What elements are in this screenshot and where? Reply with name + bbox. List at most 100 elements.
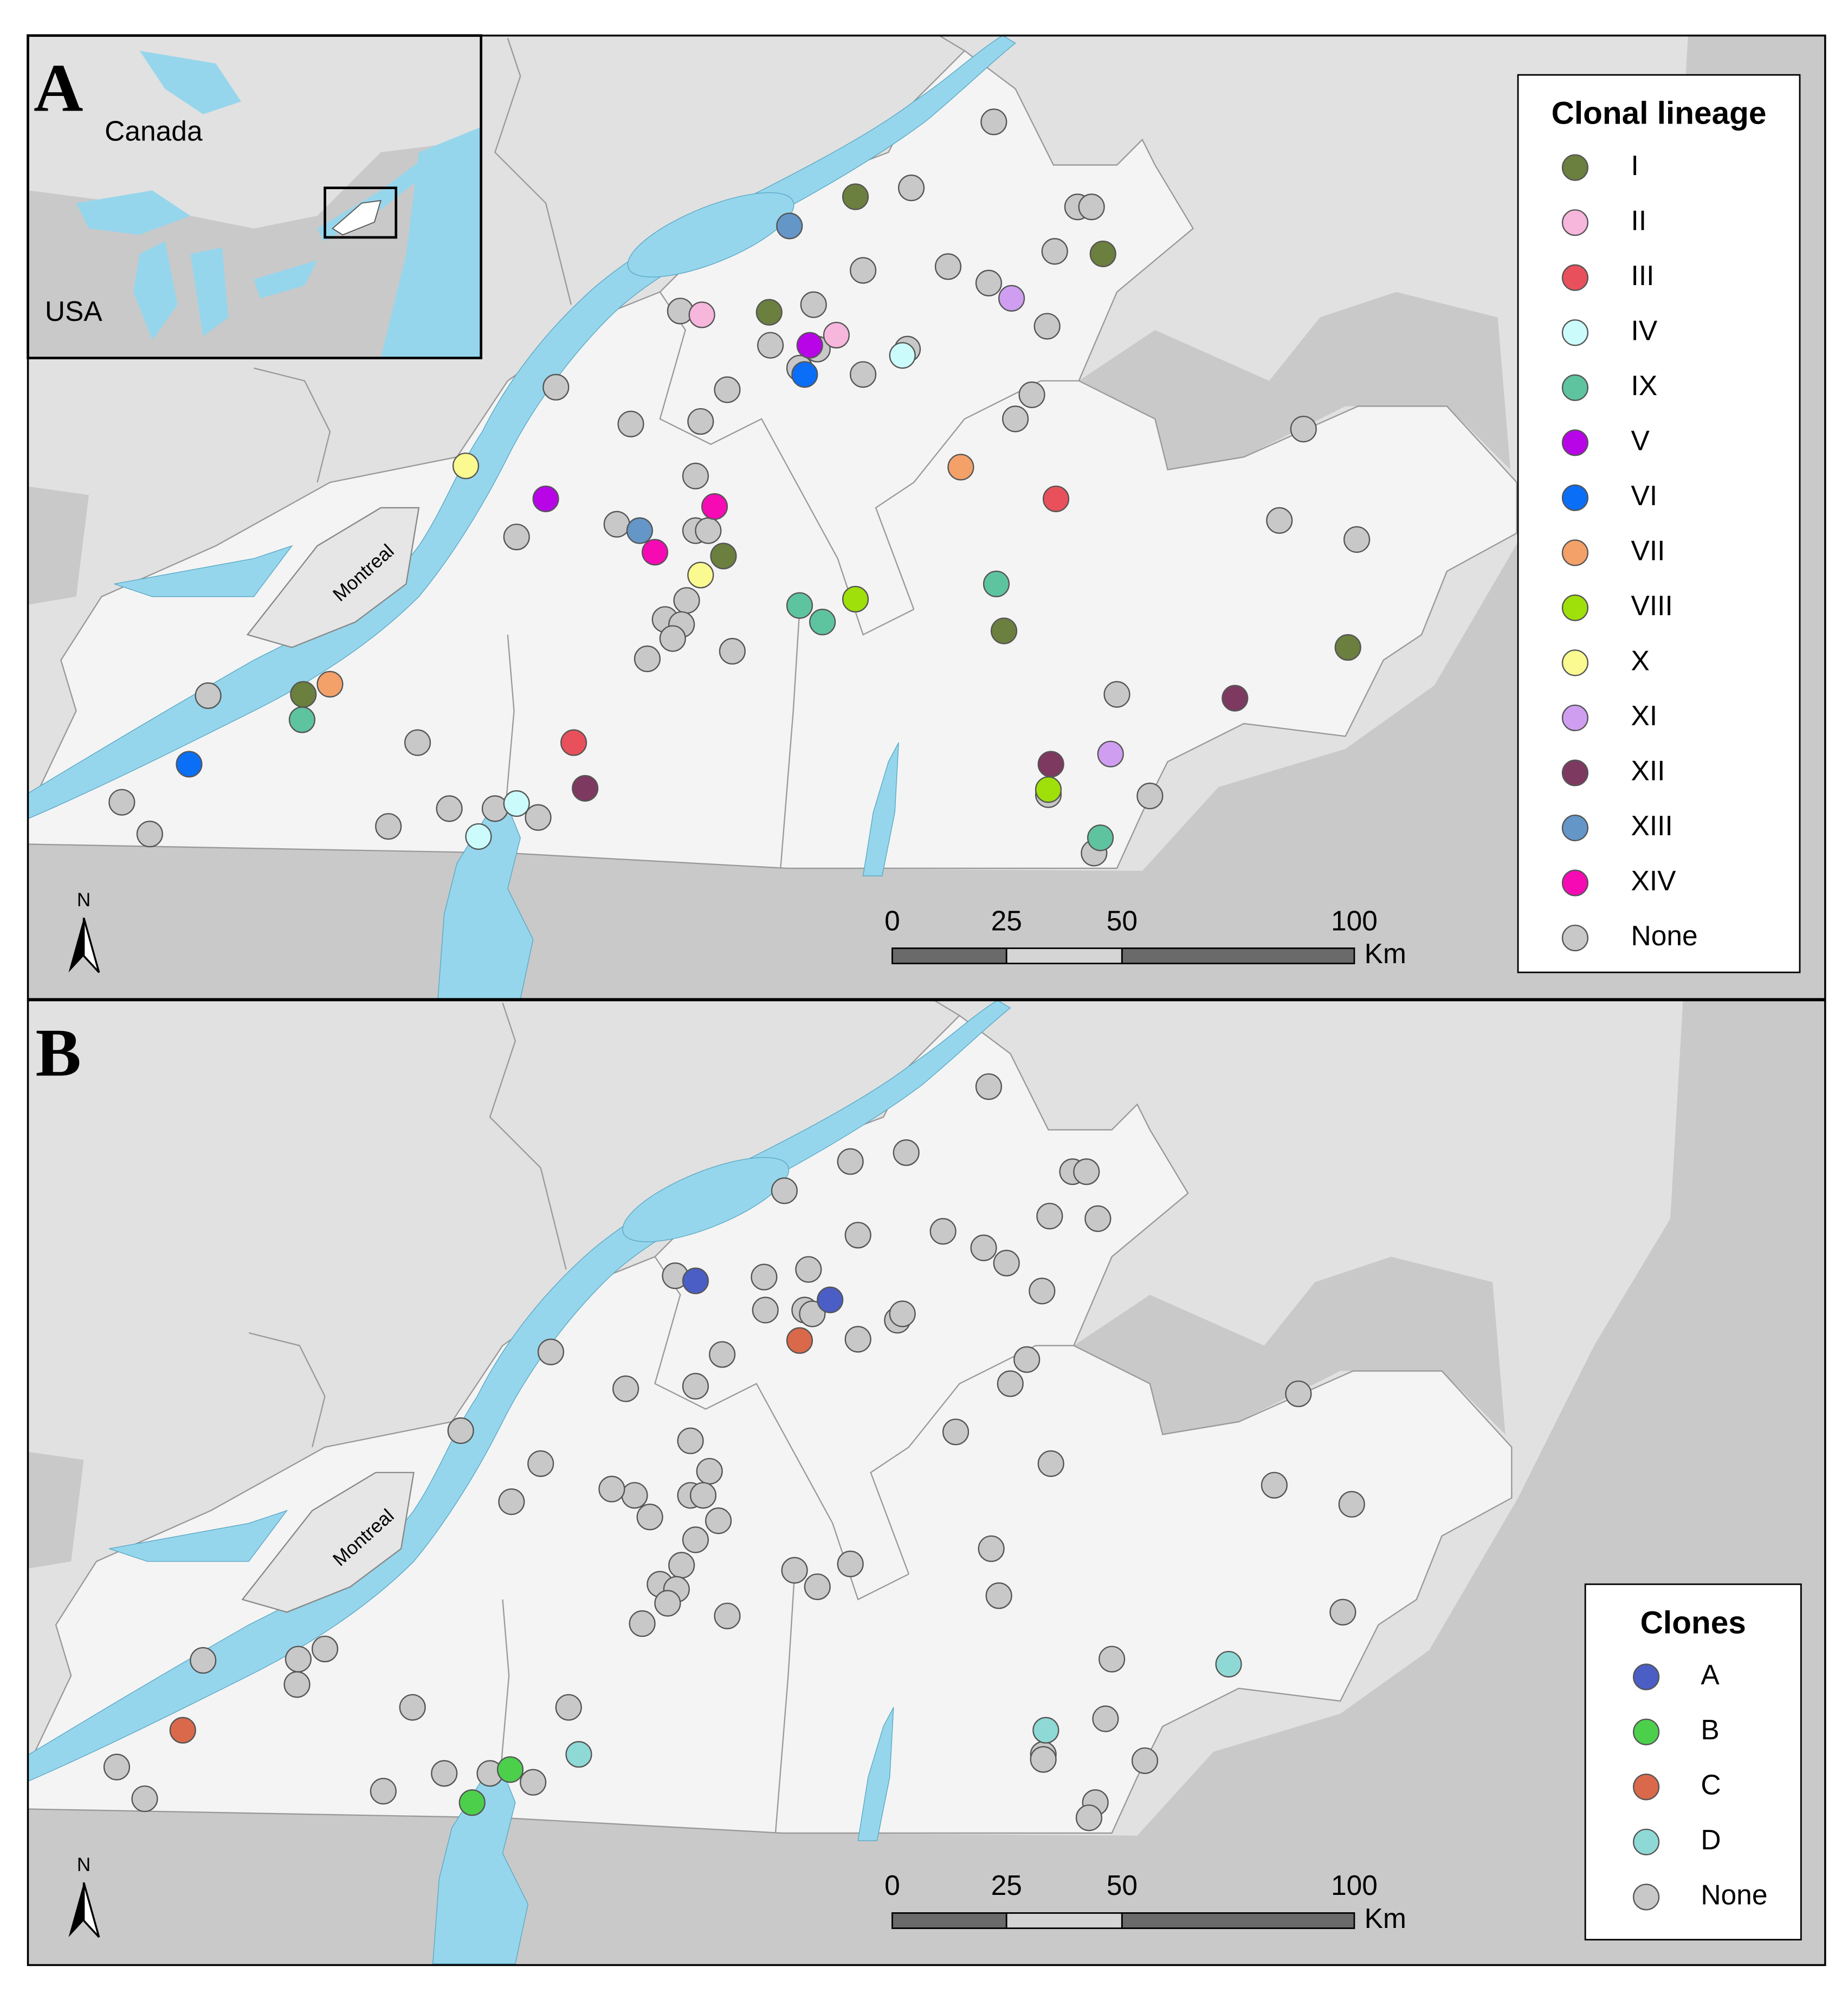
sample-point (659, 625, 686, 652)
sample-point (673, 587, 700, 614)
sample-point (837, 1148, 864, 1175)
scale-label: 25 (991, 905, 1022, 936)
sample-point (498, 1488, 525, 1515)
sample-point (980, 108, 1007, 136)
legend-label: VI (1631, 480, 1658, 511)
sample-point (1103, 681, 1130, 708)
legend-swatch (1561, 759, 1589, 786)
sample-point (1033, 313, 1061, 340)
sample-point (629, 1610, 656, 1637)
sample-point (682, 1267, 709, 1294)
sample-point (934, 253, 962, 280)
sample-point (452, 452, 480, 480)
sample-point (688, 301, 715, 328)
map-panel-b (28, 1000, 1825, 1965)
legend-swatch (1633, 1884, 1660, 1911)
sample-point (565, 1741, 592, 1768)
sample-point (985, 1582, 1012, 1609)
sample-point (1042, 485, 1070, 513)
scale-unit: Km (1365, 938, 1406, 969)
legend-box (1584, 1583, 1802, 1941)
sample-point (701, 493, 728, 520)
scale-unit: Km (1365, 1902, 1406, 1934)
legend-label: XIV (1631, 865, 1677, 896)
sample-point (1343, 526, 1371, 553)
legend-label: A (1701, 1659, 1720, 1690)
legend-swatch (1633, 1773, 1660, 1801)
scale-segment (891, 947, 1007, 965)
sample-point (527, 1450, 554, 1477)
sample-point (1087, 824, 1114, 852)
legend-label: V (1631, 424, 1650, 456)
legend-label: III (1631, 260, 1655, 291)
sample-point (626, 517, 653, 544)
sample-point (795, 1256, 822, 1283)
sample-point (1099, 1646, 1126, 1673)
scale-label: 0 (884, 1869, 900, 1901)
sample-point (288, 706, 315, 733)
sample-point (714, 1602, 741, 1630)
sample-point (634, 645, 661, 673)
sample-point (786, 592, 813, 619)
sample-point (1013, 1346, 1041, 1373)
sample-point (190, 1647, 217, 1674)
legend-swatch (1561, 484, 1589, 511)
sample-point (136, 821, 163, 848)
sample-point (682, 462, 709, 489)
north-arrow (82, 1882, 100, 1938)
sample-point (975, 269, 1003, 296)
sample-point (849, 257, 877, 284)
scale-segment (1005, 1912, 1123, 1929)
sample-point (687, 408, 714, 435)
legend-swatch (1561, 814, 1589, 842)
sample-point (689, 1482, 717, 1509)
sample-point (993, 1249, 1020, 1276)
sample-point (786, 1327, 813, 1354)
sample-point (1032, 1717, 1059, 1744)
sample-point (542, 373, 570, 401)
sample-point (641, 539, 669, 566)
sample-point (1037, 1450, 1064, 1477)
scale-segment (1005, 947, 1123, 965)
sample-point (752, 1297, 779, 1324)
sample-point (842, 183, 869, 210)
scale-label: 0 (884, 905, 900, 936)
panel-frame (27, 34, 1826, 1000)
sample-point (283, 1671, 311, 1698)
legend-label: X (1631, 645, 1650, 676)
legend-swatch (1561, 539, 1589, 566)
sample-point (893, 1139, 920, 1166)
legend-label: II (1631, 204, 1647, 236)
legend-label: VIII (1631, 590, 1673, 621)
legend-label: IV (1631, 314, 1658, 346)
sample-point (1089, 240, 1116, 268)
sample-point (823, 321, 850, 349)
sample-point (942, 1418, 970, 1446)
base-map (28, 1000, 1825, 1965)
sample-point (719, 637, 746, 665)
scale-label: 50 (1107, 905, 1138, 936)
sample-point (621, 1482, 648, 1509)
sample-point (1041, 238, 1068, 265)
legend-label: C (1701, 1769, 1721, 1800)
legend-title: Clones (1640, 1605, 1746, 1640)
sample-point (1002, 405, 1029, 433)
legend-label: I (1631, 150, 1639, 181)
sample-point (849, 361, 877, 388)
sample-point (1097, 740, 1124, 767)
sample-point (771, 1177, 798, 1204)
legend-label: D (1701, 1824, 1721, 1855)
inset-label: USA (45, 295, 103, 327)
sample-point (103, 1753, 131, 1781)
sample-point (929, 1218, 957, 1245)
legend-label: B (1701, 1714, 1719, 1745)
sample-point (612, 1375, 639, 1402)
legend-swatch (1633, 1828, 1660, 1856)
sample-point (598, 1475, 625, 1502)
sample-point (947, 454, 974, 481)
legend-swatch (1633, 1718, 1660, 1745)
sample-point (757, 332, 784, 359)
scale-label: 100 (1331, 905, 1378, 936)
